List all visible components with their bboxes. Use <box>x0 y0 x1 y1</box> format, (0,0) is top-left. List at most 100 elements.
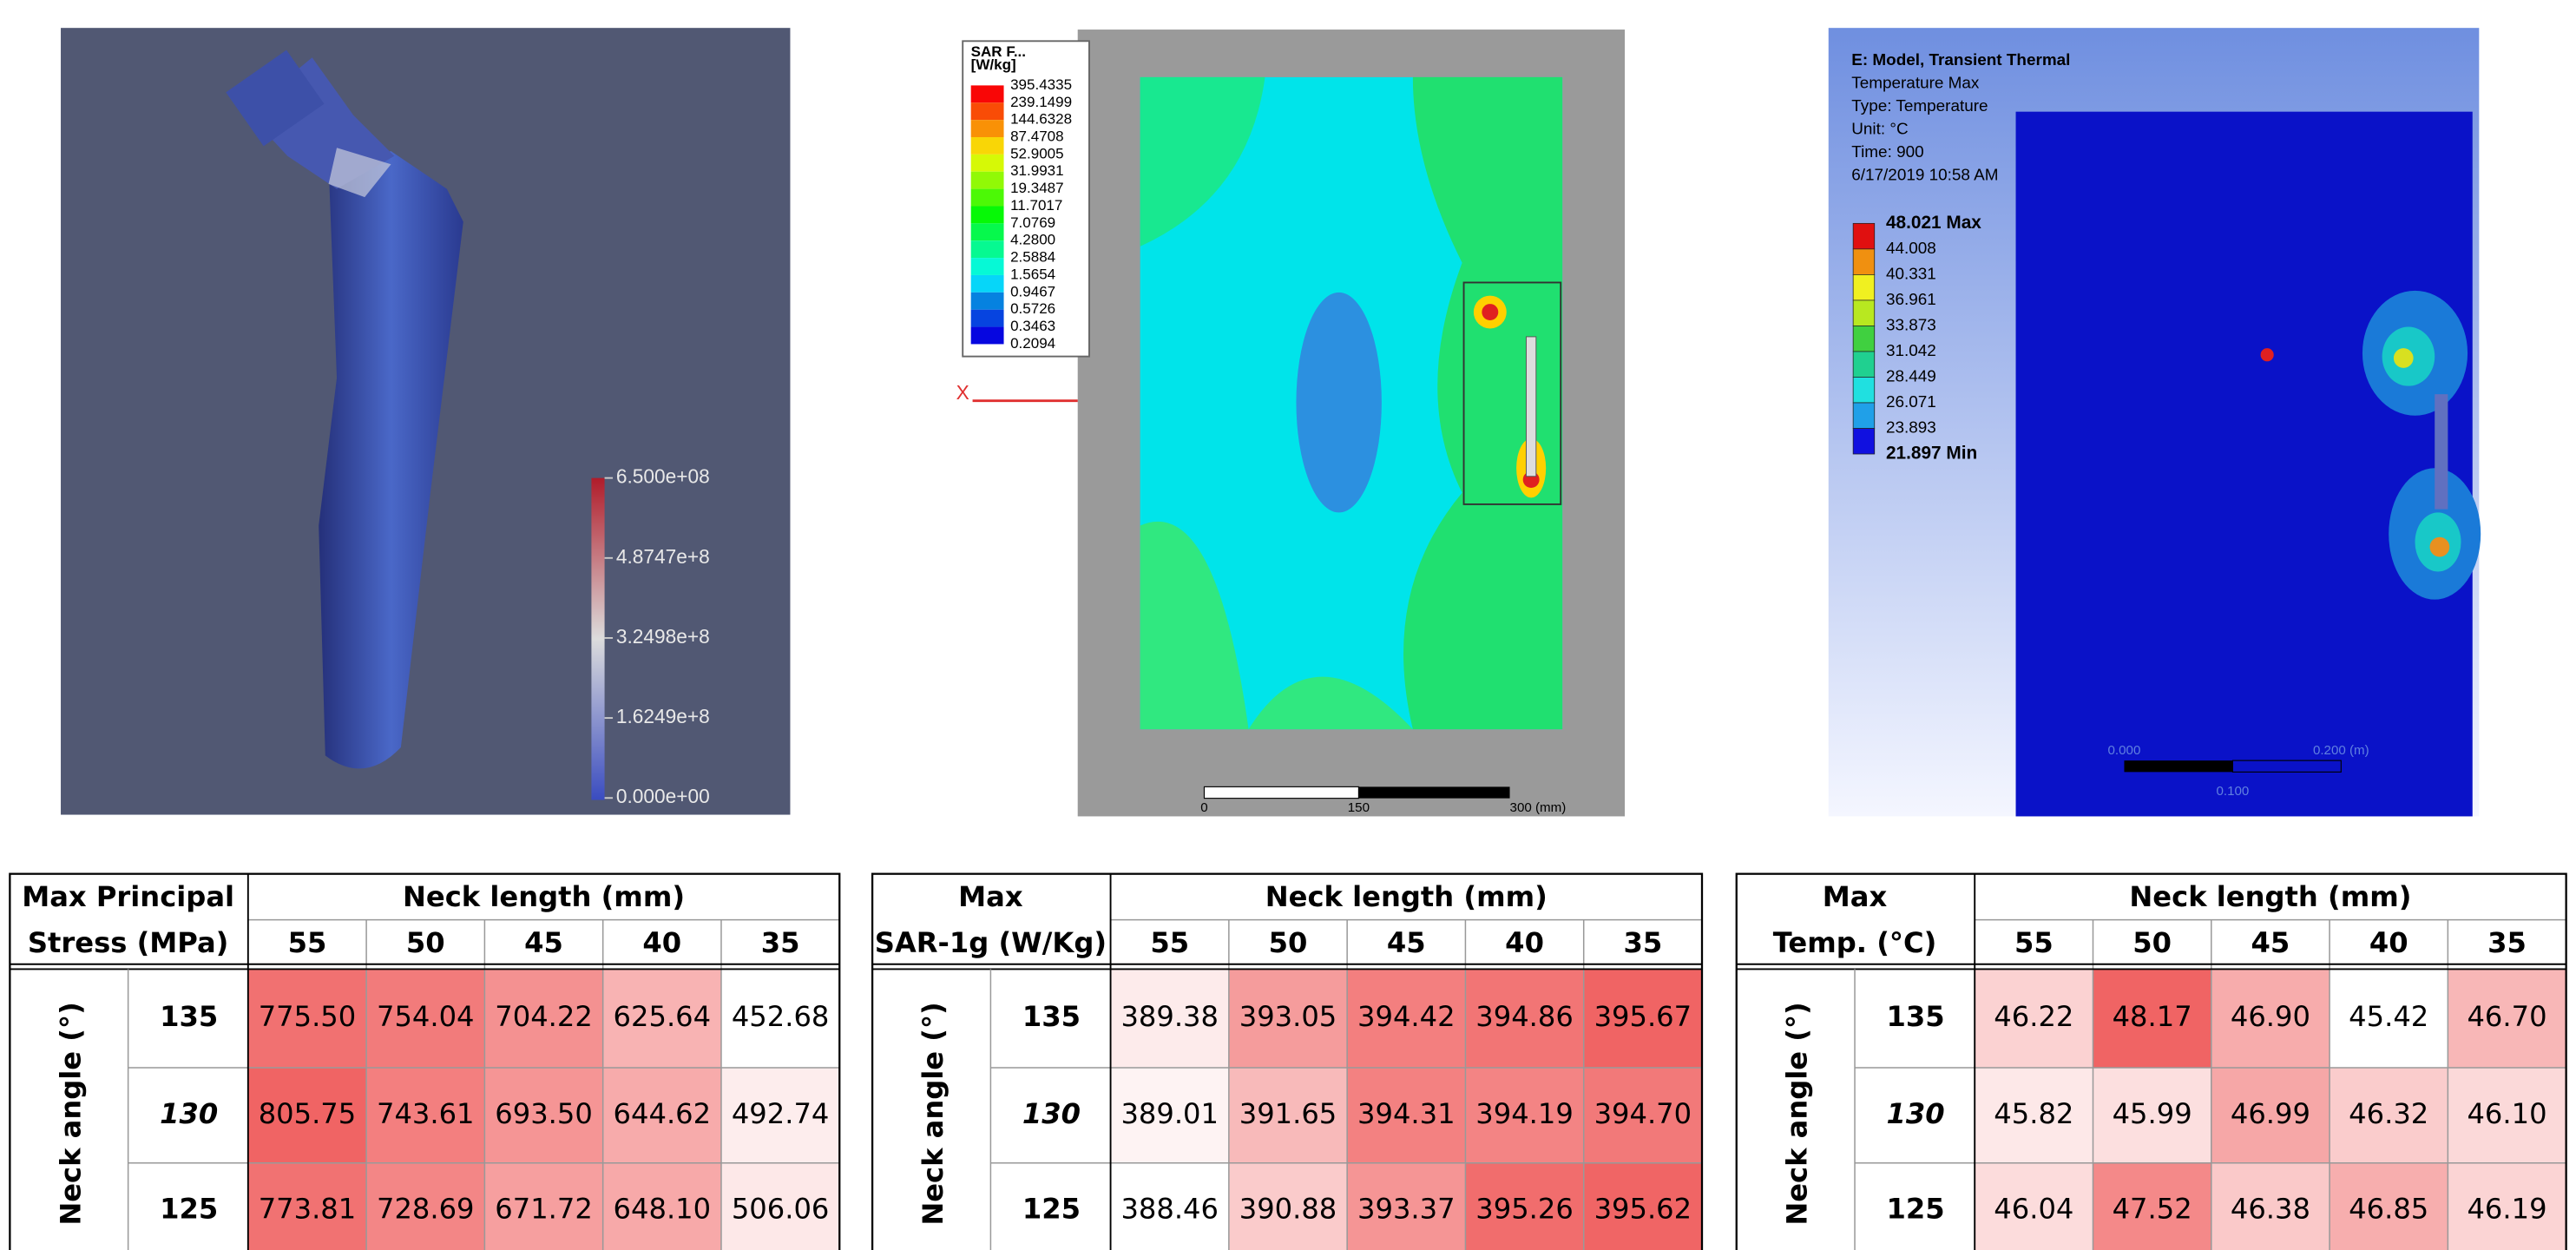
cell-value: 805.75 <box>259 1097 357 1130</box>
column-group: Neck length (mm) <box>1265 880 1548 913</box>
row-group: Neck angle (°) <box>1781 1002 1814 1225</box>
cell-value: 775.50 <box>259 1000 357 1033</box>
legend-label: 0.3463 <box>1010 318 1055 334</box>
row-group: Neck angle (°) <box>54 1002 87 1225</box>
contour <box>1296 293 1381 513</box>
cell-value: 46.10 <box>2467 1097 2546 1130</box>
cell-value: 393.37 <box>1357 1193 1456 1226</box>
cell-value: 506.06 <box>732 1193 830 1226</box>
info-line: 6/17/2019 10:58 AM <box>1851 166 1998 184</box>
axis-label: X <box>956 381 969 404</box>
legend-swatch <box>971 275 1004 293</box>
cell-value: 391.65 <box>1239 1097 1337 1130</box>
stem-outline <box>1526 337 1535 477</box>
contour <box>2430 537 2450 557</box>
info-line: Unit: °C <box>1851 120 1908 138</box>
legend-label: 48.021 Max <box>1886 213 1981 233</box>
cell-value: 46.85 <box>2349 1193 2428 1226</box>
cell-value: 395.62 <box>1594 1193 1692 1226</box>
contour <box>2394 348 2414 368</box>
hotspot <box>1482 304 1498 320</box>
header-label: Stress (MPa) <box>28 926 229 959</box>
legend-swatch <box>971 120 1004 137</box>
legend-label: 87.4708 <box>1010 128 1064 145</box>
cell-value: 389.38 <box>1120 1000 1219 1033</box>
legend-swatch <box>971 172 1004 189</box>
row-label: 135 <box>160 1000 218 1033</box>
legend-label: 40.331 <box>1886 265 1936 283</box>
legend-label: 31.042 <box>1886 342 1936 360</box>
legend-swatch <box>971 155 1004 172</box>
column-label: 50 <box>2132 926 2172 959</box>
row-label: 125 <box>160 1193 218 1226</box>
cell-value: 394.70 <box>1594 1097 1692 1130</box>
tables: 775.50754.04704.22625.64452.68135805.757… <box>10 874 2566 1250</box>
legend-swatch <box>971 240 1004 258</box>
cell-value: 46.90 <box>2231 1000 2310 1033</box>
cell-value: 394.31 <box>1357 1097 1456 1130</box>
scale-label: 0.000 <box>2108 743 2141 758</box>
header-label: Max <box>958 880 1023 913</box>
legend-label: 1.5654 <box>1010 266 1055 282</box>
legend-swatch <box>971 206 1004 223</box>
column-label: 45 <box>2251 926 2290 959</box>
column-group: Neck length (mm) <box>403 880 685 913</box>
info-line: Type: Temperature <box>1851 97 1988 115</box>
info-line: Temperature Max <box>1851 75 1980 93</box>
cell-value: 395.67 <box>1594 1000 1692 1033</box>
column-group: Neck length (mm) <box>2129 880 2411 913</box>
legend-swatch <box>971 137 1004 155</box>
cell-value: 644.62 <box>614 1097 712 1130</box>
legend-swatch <box>971 189 1004 207</box>
legend-label: 33.873 <box>1886 316 1936 334</box>
row-group: Neck angle (°) <box>917 1002 950 1225</box>
scale-bar <box>1204 786 1358 798</box>
cell-value: 390.88 <box>1239 1193 1337 1226</box>
cell-value: 395.26 <box>1475 1193 1574 1226</box>
legend-label: 239.1499 <box>1010 94 1072 110</box>
cell-value: 704.22 <box>495 1000 593 1033</box>
column-label: 50 <box>1269 926 1308 959</box>
scale-bar <box>2124 760 2232 772</box>
legend-swatch <box>971 258 1004 275</box>
column-label: 35 <box>761 926 800 959</box>
row-label: 125 <box>1887 1193 1945 1226</box>
figure: 775.50754.04704.22625.64452.68135805.757… <box>0 0 2576 1250</box>
legend-swatch <box>971 293 1004 310</box>
cell-value: 394.42 <box>1357 1000 1456 1033</box>
info-line: E: Model, Transient Thermal <box>1851 51 2070 69</box>
field <box>2016 112 2473 817</box>
legend-label: 19.3487 <box>1010 180 1064 196</box>
scale-label: 150 <box>1348 800 1370 815</box>
page: 775.50754.04704.22625.64452.68135805.757… <box>0 0 2576 1250</box>
legend-label: 4.2800 <box>1010 232 1055 248</box>
column-label: 55 <box>1150 926 1189 959</box>
row-label: 135 <box>1887 1000 1945 1033</box>
cell-value: 45.42 <box>2349 1000 2428 1033</box>
legend-swatch <box>1853 428 1875 454</box>
scale-bar <box>1358 786 1509 798</box>
cell-value: 48.17 <box>2113 1000 2192 1033</box>
legend-swatch <box>1853 274 1875 300</box>
cell-value: 46.38 <box>2231 1193 2310 1226</box>
header-label: SAR-1g (W/Kg) <box>875 926 1107 959</box>
info-line: Time: 900 <box>1851 143 1923 161</box>
legend-label: 0.5726 <box>1010 300 1055 317</box>
header-label: Temp. (°C) <box>1773 926 1937 959</box>
stress-panel <box>61 28 790 814</box>
legend-label: 0.2094 <box>1010 335 1055 352</box>
column-label: 40 <box>2369 926 2408 959</box>
legend-label: 28.449 <box>1886 367 1936 385</box>
scale-label: 0 <box>1200 800 1207 815</box>
cell-value: 46.70 <box>2467 1000 2546 1033</box>
legend-label: 0.9467 <box>1010 283 1055 299</box>
legend-label: 44.008 <box>1886 240 1936 258</box>
cell-value: 492.74 <box>732 1097 830 1130</box>
cell-value: 389.01 <box>1120 1097 1219 1130</box>
legend-swatch <box>1853 223 1875 249</box>
stem-outline <box>2435 394 2448 509</box>
scale-label: 0.100 <box>2216 784 2249 799</box>
row-label: 130 <box>1022 1097 1081 1130</box>
cell-value: 46.99 <box>2231 1097 2310 1130</box>
cell-value: 452.68 <box>732 1000 830 1033</box>
